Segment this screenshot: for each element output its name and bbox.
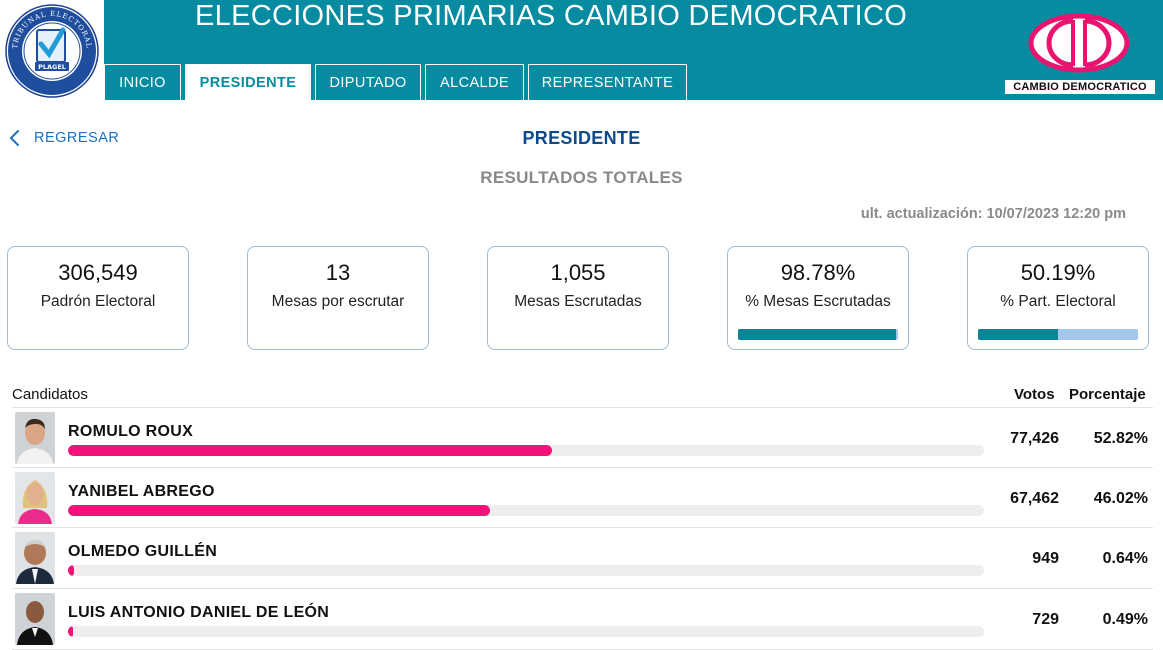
candidate-votes: 77,426 xyxy=(1010,430,1059,447)
progress-fill xyxy=(738,329,897,340)
stat-label: Padrón Electoral xyxy=(40,293,156,310)
stat-label: Mesas Escrutadas xyxy=(514,293,642,310)
back-label: REGRESAR xyxy=(34,130,120,146)
candidate-photo xyxy=(15,472,55,524)
progress-bar xyxy=(738,329,898,340)
stat-card-mesas-escrutadas: 1,055 Mesas Escrutadas xyxy=(487,246,669,350)
candidate-name: OLMEDO GUILLÉN xyxy=(68,543,218,560)
cambio-democratico-logo-icon xyxy=(1028,13,1130,73)
stat-card-mesas-por-escrutar: 13 Mesas por escrutar xyxy=(247,246,429,350)
vote-bar-fill xyxy=(68,505,490,516)
chevron-left-icon xyxy=(9,130,19,146)
stat-card-pct-mesas-escrutadas: 98.78% % Mesas Escrutadas xyxy=(727,246,909,350)
candidate-votes: 67,462 xyxy=(1010,490,1059,507)
party-logo: CAMBIO DEMOCRATICO xyxy=(1003,8,1155,94)
app-header: PLAGEL TRIBUNAL ELECTORAL ELECCIONES PRI… xyxy=(0,0,1163,100)
tab-presidente[interactable]: PRESIDENTE xyxy=(185,64,311,100)
stat-value: 1,055 xyxy=(550,260,606,285)
vote-bar xyxy=(68,565,984,576)
stat-label: % Part. Electoral xyxy=(1000,293,1116,310)
stat-label: % Mesas Escrutadas xyxy=(745,293,891,310)
candidate-percent: 52.82% xyxy=(1093,430,1148,447)
party-logo-caption: CAMBIO DEMOCRATICO xyxy=(1005,80,1155,94)
column-header-candidatos: Candidatos xyxy=(12,386,88,403)
candidate-percent: 0.49% xyxy=(1102,611,1148,628)
vote-bar-fill xyxy=(68,445,552,456)
stat-value: 50.19% xyxy=(1020,260,1096,285)
table-row: LUIS ANTONIO DANIEL DE LEÓN 729 0.49% xyxy=(12,588,1153,649)
stat-card-padron: 306,549 Padrón Electoral xyxy=(7,246,189,350)
progress-fill xyxy=(978,329,1059,340)
candidate-photo xyxy=(15,532,55,584)
candidate-percent: 0.64% xyxy=(1102,550,1148,567)
stat-value: 98.78% xyxy=(780,260,856,285)
tab-alcalde[interactable]: ALCALDE xyxy=(425,64,524,100)
page-title: PRESIDENTE xyxy=(522,128,641,148)
last-updated: ult. actualización: 10/07/2023 12:20 pm xyxy=(860,206,1126,222)
page-subtitle: RESULTADOS TOTALES xyxy=(480,168,683,187)
stat-value: 13 xyxy=(325,260,351,285)
table-row: YANIBEL ABREGO 67,462 46.02% xyxy=(12,467,1153,528)
candidate-name: ROMULO ROUX xyxy=(68,423,194,440)
vote-bar xyxy=(68,505,984,516)
candidate-photo xyxy=(15,412,55,464)
tab-diputado[interactable]: DIPUTADO xyxy=(315,64,421,100)
stat-label: Mesas por escrutar xyxy=(271,293,405,310)
candidate-photo xyxy=(15,593,55,645)
te-logo-badge: PLAGEL xyxy=(38,63,66,71)
tribunal-electoral-logo: PLAGEL TRIBUNAL ELECTORAL xyxy=(0,0,104,100)
vote-bar-fill xyxy=(68,626,74,637)
candidate-name: LUIS ANTONIO DANIEL DE LEÓN xyxy=(68,604,330,621)
column-header-porcentaje: Porcentaje xyxy=(1069,386,1146,403)
tribunal-electoral-seal-icon: PLAGEL TRIBUNAL ELECTORAL xyxy=(5,4,99,98)
vote-bar-fill xyxy=(68,565,74,576)
progress-bar xyxy=(978,329,1138,340)
back-button[interactable]: REGRESAR xyxy=(7,129,119,147)
candidate-percent: 46.02% xyxy=(1093,490,1148,507)
vote-bar xyxy=(68,626,984,637)
candidate-name: YANIBEL ABREGO xyxy=(68,483,215,500)
candidate-votes: 729 xyxy=(1032,611,1059,628)
tab-inicio[interactable]: INICIO xyxy=(104,64,181,100)
table-row: OLMEDO GUILLÉN 949 0.64% xyxy=(12,527,1153,588)
candidate-votes: 949 xyxy=(1032,550,1059,567)
app-title: ELECCIONES PRIMARIAS CAMBIO DEMOCRATICO xyxy=(195,0,908,32)
table-row: ROMULO ROUX 77,426 52.82% xyxy=(12,407,1153,468)
tab-representante[interactable]: REPRESENTANTE xyxy=(528,64,687,100)
vote-bar xyxy=(68,445,984,456)
column-header-votos: Votos xyxy=(1014,386,1055,403)
stat-value: 306,549 xyxy=(58,260,138,285)
stat-card-pct-participacion: 50.19% % Part. Electoral xyxy=(967,246,1149,350)
